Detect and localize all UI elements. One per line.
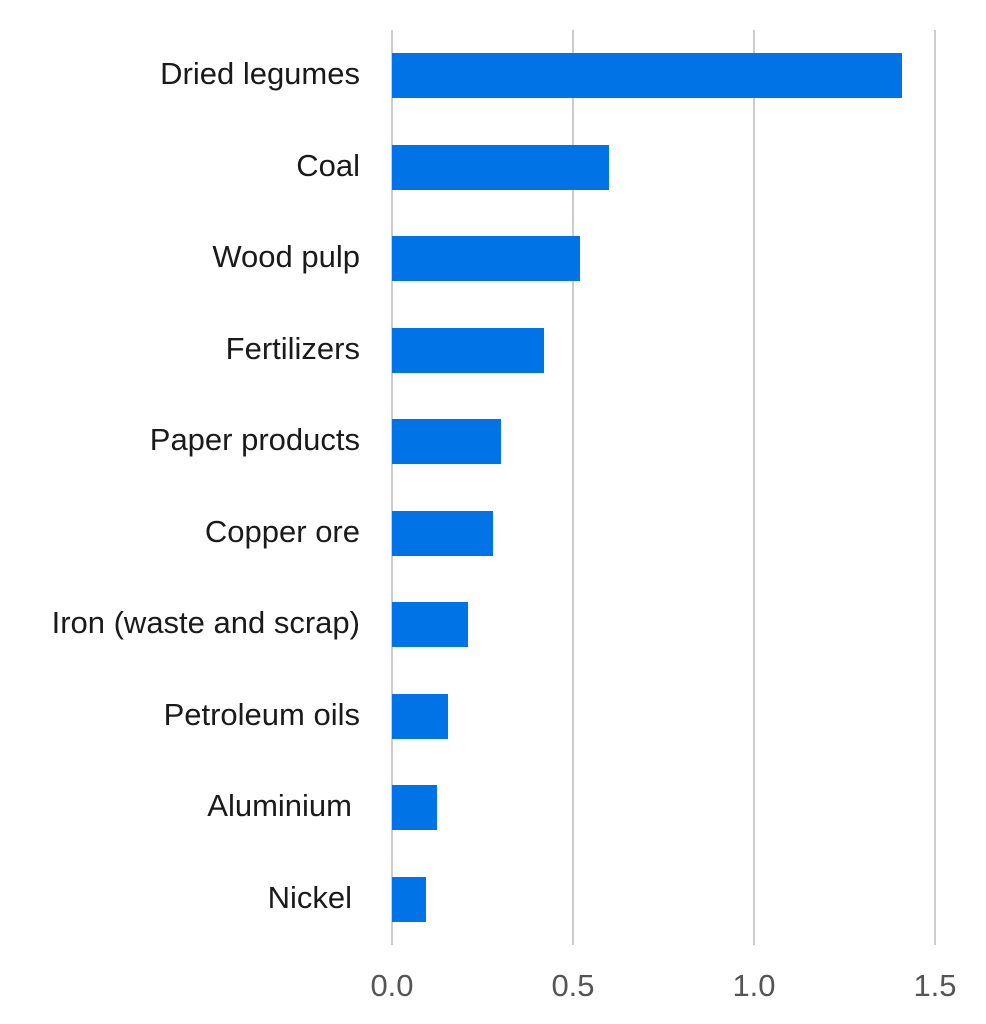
gridline bbox=[934, 30, 936, 945]
bar bbox=[392, 53, 903, 98]
category-label: Nickel bbox=[267, 879, 352, 915]
category-label: Dried legumes bbox=[160, 56, 360, 91]
category-label: Copper ore bbox=[204, 513, 360, 549]
bar bbox=[392, 510, 494, 556]
bar bbox=[392, 693, 449, 739]
category-label: Aluminium bbox=[207, 788, 352, 823]
category-label: Fertilizers bbox=[225, 330, 360, 366]
gridline bbox=[572, 30, 574, 945]
category-label: Paper products bbox=[149, 422, 360, 457]
bar bbox=[392, 785, 438, 830]
bar bbox=[392, 144, 610, 190]
bar bbox=[392, 419, 501, 464]
x-tick-label: 1.0 bbox=[732, 968, 776, 1003]
gridline bbox=[753, 30, 755, 945]
x-tick-label: 1.5 bbox=[913, 968, 957, 1003]
bar bbox=[392, 876, 427, 922]
bar bbox=[392, 327, 545, 373]
bar bbox=[392, 602, 469, 647]
x-tick-label: 0.0 bbox=[370, 968, 414, 1003]
category-label: Petroleum oils bbox=[163, 696, 360, 732]
category-label: Coal bbox=[296, 147, 360, 183]
bar bbox=[392, 236, 581, 281]
x-tick-label: 0.5 bbox=[551, 968, 595, 1003]
gridline bbox=[391, 30, 393, 945]
category-label: Iron (waste and scrap) bbox=[51, 605, 360, 640]
category-label: Wood pulp bbox=[212, 239, 360, 274]
